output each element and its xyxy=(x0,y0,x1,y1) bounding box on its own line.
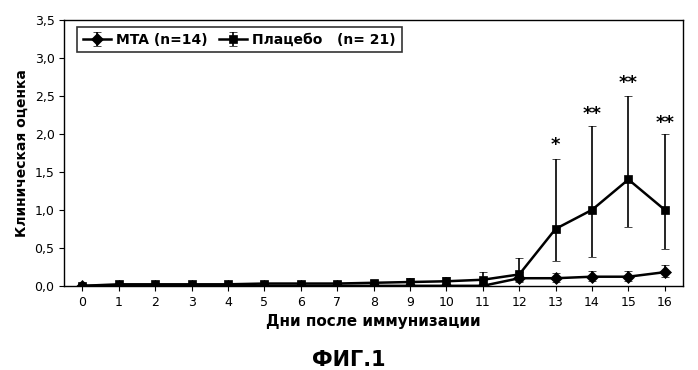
Text: **: ** xyxy=(619,74,638,92)
X-axis label: Дни после иммунизации: Дни после иммунизации xyxy=(267,314,481,329)
Y-axis label: Клиническая оценка: Клиническая оценка xyxy=(15,69,29,237)
Text: *: * xyxy=(551,137,560,154)
Text: **: ** xyxy=(583,105,602,122)
Text: ФИГ.1: ФИГ.1 xyxy=(312,350,386,370)
Text: **: ** xyxy=(655,114,674,132)
Legend: MTA (n=14), Плацебо   (n= 21): MTA (n=14), Плацебо (n= 21) xyxy=(77,27,401,52)
